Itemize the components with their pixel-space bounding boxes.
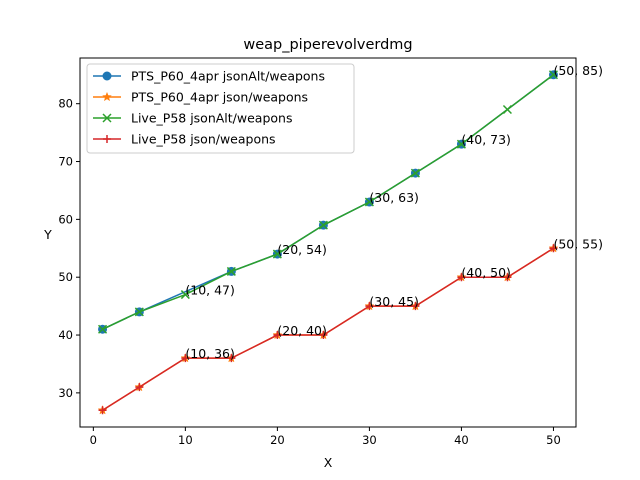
x-tick-label: 40: [454, 433, 469, 447]
chart-title: weap_piperevolverdmg: [243, 37, 412, 53]
series-3-point: [548, 70, 558, 80]
series-3-point: [364, 197, 374, 207]
data-label: (20, 54): [277, 242, 327, 257]
y-tick-label: 60: [58, 212, 73, 226]
series-3-point: [410, 168, 420, 178]
data-label: (10, 47): [185, 283, 235, 298]
axes-frame: [79, 57, 577, 428]
data-annotations: (10, 47) (10, 36) (20, 54) (20, 40) (30, 63)…: [185, 63, 603, 361]
legend-label: Live_P58 json/weapons: [131, 132, 276, 147]
series-3-point: [134, 307, 144, 317]
series-3-point: [180, 290, 190, 300]
legend-point: [102, 113, 112, 123]
series-4-point: [319, 331, 328, 340]
x-tick-label: 30: [362, 433, 377, 447]
y-tick-label: 40: [58, 328, 73, 342]
legend-box: [86, 63, 355, 154]
series-3-point: [98, 324, 108, 334]
data-label: (10, 36): [185, 346, 235, 361]
y-axis-label: Y: [43, 227, 52, 242]
series-4-point: [457, 273, 466, 282]
series-3: [98, 70, 558, 334]
data-label: (40, 73): [461, 132, 511, 147]
x-axis-label: X: [324, 455, 333, 470]
legend-point: [102, 71, 112, 81]
series-4-point: [549, 244, 558, 253]
series-3-point: [318, 220, 328, 230]
data-label: (20, 40): [277, 323, 327, 338]
series-3-point: [272, 249, 282, 259]
y-tick-label: 70: [58, 155, 73, 169]
data-label: (30, 45): [369, 294, 419, 309]
series-3-point: [456, 139, 466, 149]
series-4-point: [365, 302, 374, 311]
series-4-point: [273, 331, 282, 340]
legend-label: Live_P58 jsonAlt/weapons: [131, 111, 292, 126]
legend-label: PTS_P60_4apr json/weapons: [131, 90, 308, 105]
legend-point: [102, 91, 112, 102]
series-4-point: [411, 302, 420, 311]
y-tick-label: 30: [58, 386, 73, 400]
x-axis: 0 10 20 30 40 50: [90, 427, 561, 447]
series-4-point: [227, 354, 236, 363]
legend-label: PTS_P60_4apr jsonAlt/weapons: [131, 69, 325, 84]
x-tick-label: 10: [178, 433, 193, 447]
series-4-point: [98, 406, 107, 415]
series-3-point: [226, 266, 236, 276]
y-tick-label: 50: [58, 270, 73, 284]
data-label: (30, 63): [369, 190, 419, 205]
series-4-point: [181, 354, 190, 363]
legend-point: [103, 135, 111, 143]
series-3-point: [502, 104, 512, 115]
series-4: [98, 244, 558, 415]
x-tick-label: 0: [90, 433, 97, 447]
y-axis: 30 40 50 60 70 80: [58, 97, 80, 400]
legend: PTS_P60_4apr jsonAlt/weapons PTS_P60_4apr…: [86, 63, 355, 154]
data-label: (50, 85): [553, 63, 603, 78]
series-4-point: [135, 383, 144, 392]
data-label: (40, 50): [461, 265, 511, 280]
series-4-point: [503, 273, 512, 282]
x-tick-label: 50: [546, 433, 561, 447]
plot-area: [97, 70, 559, 415]
data-label: (50, 55): [553, 236, 603, 251]
y-tick-label: 80: [58, 97, 73, 111]
x-tick-label: 20: [270, 433, 285, 447]
